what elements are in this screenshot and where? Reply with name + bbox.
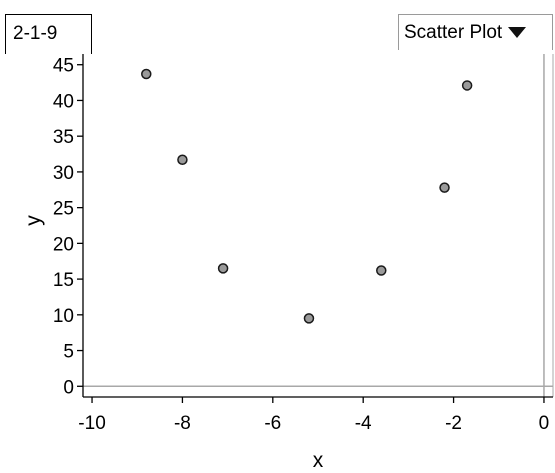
data-point[interactable]: [141, 68, 152, 80]
dataset-tab[interactable]: 2-1-9: [5, 14, 92, 54]
y-tick-label: 30: [53, 163, 74, 184]
y-tick-label: 10: [53, 306, 74, 327]
data-point[interactable]: [303, 313, 315, 324]
plot-type-select[interactable]: Scatter Plot: [398, 14, 553, 50]
y-tick-label: 35: [53, 127, 74, 148]
data-point[interactable]: [217, 263, 229, 274]
y-tick-label: 45: [53, 56, 74, 77]
data-point[interactable]: [461, 80, 473, 91]
ticks: 0 5 10 15 20 25 30 35 40 45 -10 -8 -6 -4 -2 0: [53, 56, 549, 434]
data-point[interactable]: [177, 154, 188, 166]
y-tick-label: 40: [53, 91, 74, 112]
y-axis-title: y: [22, 215, 45, 226]
data-point[interactable]: [439, 182, 450, 193]
y-tick-label: 20: [53, 234, 74, 255]
data-point[interactable]: [376, 265, 387, 276]
chevron-down-icon: [508, 27, 527, 38]
reference-lines: [83, 54, 554, 397]
x-tick-label: -8: [174, 413, 191, 434]
x-tick-label: -10: [78, 413, 105, 434]
y-tick-label: 15: [53, 270, 74, 291]
x-tick-label: 0: [539, 413, 550, 434]
axes: [82, 54, 553, 398]
y-tick-label: 5: [63, 342, 74, 363]
y-tick-label: 0: [63, 377, 74, 398]
y-tick-label: 25: [53, 199, 74, 220]
x-tick-label: -4: [355, 413, 372, 434]
x-tick-label: -6: [264, 413, 281, 434]
x-axis-title: x: [313, 449, 324, 472]
plot-type-label: Scatter Plot: [404, 21, 503, 43]
x-tick-label: -2: [445, 413, 462, 434]
data-points: [141, 68, 473, 324]
